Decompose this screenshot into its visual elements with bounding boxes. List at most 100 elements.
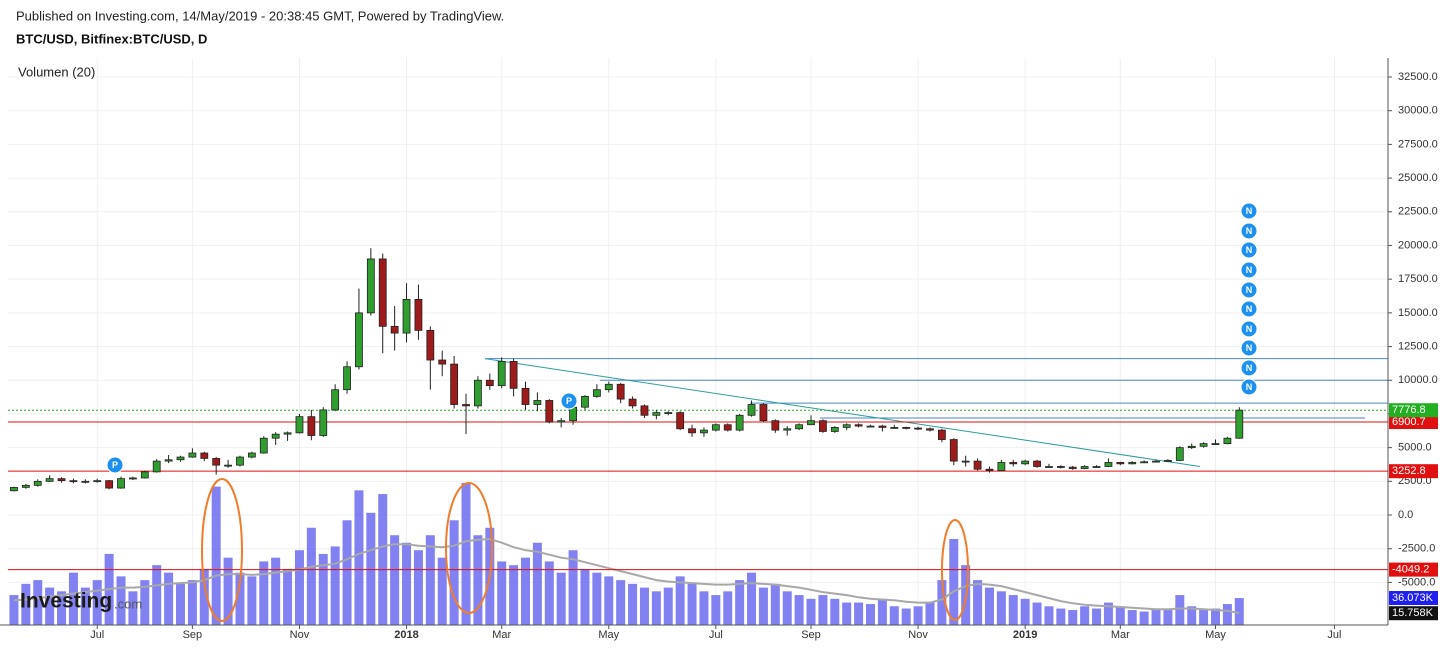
candle-body — [795, 424, 804, 430]
volume-bar — [794, 595, 804, 625]
candle-body — [842, 424, 851, 428]
drawing-layer — [8, 358, 1388, 571]
candle-body — [247, 452, 256, 458]
x-tick-label: Sep — [183, 629, 203, 641]
volume-bar — [901, 608, 911, 625]
volume-bar — [568, 550, 578, 625]
candle-body — [890, 427, 899, 429]
volume-bar — [21, 583, 31, 625]
candle-body — [1235, 409, 1244, 439]
candle-body — [985, 468, 994, 471]
candle-body — [259, 437, 268, 454]
candle-body — [854, 424, 863, 427]
candle-body — [747, 404, 756, 416]
event-marker-label: N — [1246, 285, 1253, 295]
candle-body — [1045, 466, 1053, 468]
event-marker — [1240, 378, 1258, 396]
last-volume-label: 36.073K — [1392, 592, 1434, 604]
candle-body — [997, 462, 1006, 471]
candle-body — [1009, 462, 1018, 465]
volume-bar — [390, 535, 400, 625]
level-label-bg — [1389, 415, 1438, 430]
volume-bar — [949, 538, 959, 625]
candle-body — [271, 433, 280, 439]
candle-body — [1104, 462, 1113, 467]
volume-bar — [925, 602, 935, 625]
event-marker-label: N — [1246, 382, 1253, 392]
y-tick-label: 20000.0 — [1398, 239, 1438, 251]
volume-bar — [639, 587, 649, 625]
candle-body — [378, 258, 387, 327]
volume-layer — [9, 482, 1244, 625]
event-marker-label: N — [1246, 324, 1253, 334]
candle-body — [1152, 460, 1160, 463]
x-tick-label: Jul — [709, 629, 723, 641]
event-marker-label: N — [1246, 343, 1253, 353]
level-label: -4049.2 — [1392, 564, 1429, 576]
y-tick-label: 5000.0 — [1398, 442, 1432, 454]
volume-bar — [437, 557, 447, 625]
candle-body — [57, 478, 66, 482]
candle-body — [533, 400, 542, 405]
event-marker-label: P — [112, 460, 118, 470]
candle-body — [926, 428, 934, 431]
candle-body — [319, 409, 328, 436]
candle-body — [21, 484, 30, 488]
candle-body — [295, 416, 304, 434]
y-tick-label: 15000.0 — [1398, 307, 1438, 319]
candle-body — [462, 404, 470, 407]
volume-bar — [33, 580, 43, 625]
candle-body — [592, 389, 601, 397]
volume-bar — [366, 512, 376, 625]
candle-body — [819, 420, 827, 432]
candle-body — [355, 312, 363, 368]
volume-bar — [57, 591, 67, 625]
x-tick-label: Nov — [908, 629, 928, 641]
volume-bar — [1092, 608, 1102, 625]
candle-body — [688, 428, 696, 434]
event-marker-label: N — [1246, 363, 1253, 373]
candle-body — [1092, 466, 1101, 468]
volume-bar — [176, 583, 185, 625]
volume-bar — [830, 598, 840, 625]
grid — [8, 58, 1388, 625]
candle-body — [830, 427, 839, 432]
event-marker-label: N — [1246, 304, 1253, 314]
volume-bar — [1020, 598, 1030, 625]
volume-bar — [1187, 606, 1197, 625]
volume-bar — [663, 587, 673, 625]
y-tick-label: 30000.0 — [1398, 105, 1438, 117]
candle-body — [640, 405, 649, 416]
candle-body — [866, 425, 875, 428]
volume-bar — [687, 583, 697, 625]
symbol-title: BTC/USD, Bitfinex:BTC/USD, D — [16, 31, 207, 46]
y-tick-label: 12500.0 — [1398, 340, 1438, 352]
candle-body — [474, 379, 482, 407]
volume-bar — [1056, 608, 1066, 625]
volume-bar — [1175, 595, 1185, 625]
candle-body — [914, 427, 922, 430]
candle-body — [1211, 443, 1220, 445]
candle-body — [783, 428, 792, 431]
volume-bar — [1127, 610, 1137, 625]
candle-body — [557, 420, 566, 423]
volume-bar — [1211, 608, 1220, 625]
candle-body — [1187, 445, 1196, 449]
candle-body — [509, 360, 518, 389]
volume-ma-line — [13, 537, 1240, 615]
event-marker-label: N — [1246, 226, 1253, 236]
candle-body — [723, 424, 732, 431]
candle-body — [69, 480, 78, 483]
candle-body — [711, 424, 720, 431]
y-tick-label: 25000.0 — [1398, 172, 1438, 184]
candle-body — [652, 412, 661, 416]
last-volume-label-bg — [1389, 591, 1438, 606]
volume-bar — [1222, 604, 1232, 625]
candle-body — [1164, 460, 1172, 462]
candle-body — [902, 427, 911, 429]
y-tick-label: 32500.0 — [1398, 71, 1438, 83]
volume-bar — [116, 576, 126, 625]
volume-bar — [140, 580, 150, 625]
candle-body — [1116, 462, 1125, 465]
